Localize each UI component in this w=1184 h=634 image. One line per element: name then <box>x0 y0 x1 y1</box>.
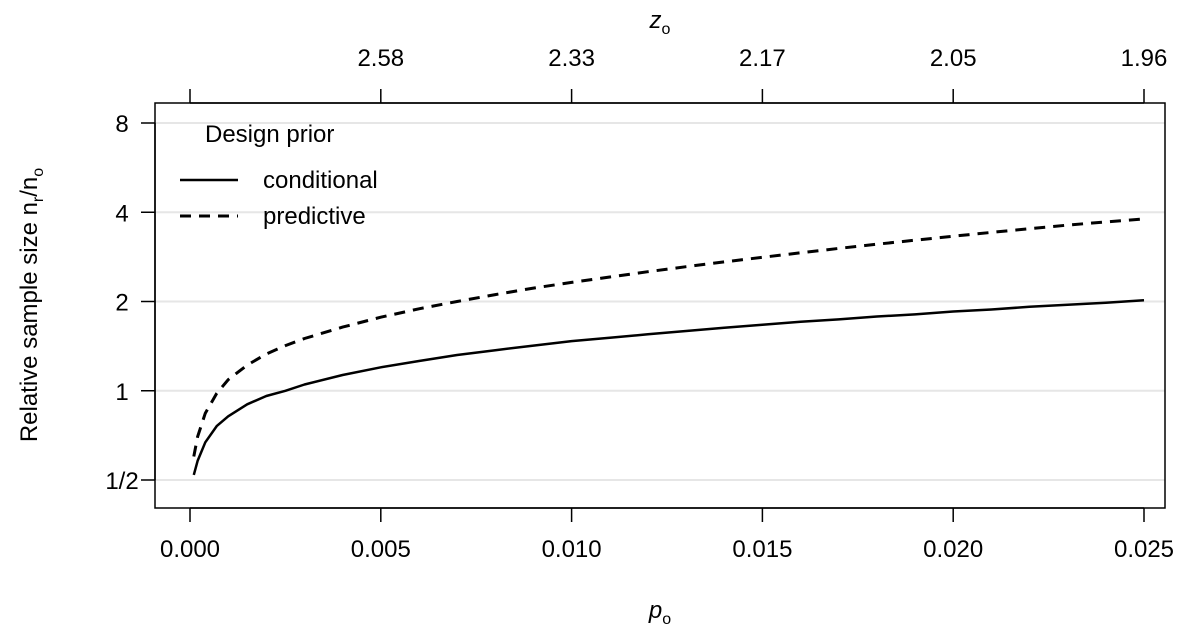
x-axis-title: po <box>648 597 671 628</box>
x2-tick-label-3: 2.17 <box>739 45 786 72</box>
x2-axis-title: zo <box>649 7 671 38</box>
x-tick-label-4: 0.020 <box>923 536 983 563</box>
x-tick-label-3: 0.015 <box>732 536 792 563</box>
x2-tick-label-5: 1.96 <box>1121 45 1168 72</box>
legend: Design prior conditional predictive <box>180 121 378 230</box>
series-line-predictive <box>192 217 1145 457</box>
y-tick-label-3: 4 <box>115 200 128 227</box>
legend-label-predictive: predictive <box>263 203 366 230</box>
left-axis: 1/2 1 2 4 8 <box>105 111 156 495</box>
y-tick-label-4: 8 <box>115 111 128 138</box>
legend-label-conditional: conditional <box>263 167 378 194</box>
x2-tick-label-4: 2.05 <box>930 45 977 72</box>
x2-tick-label-2: 2.33 <box>548 45 595 72</box>
bottom-axis: 0.000 0.005 0.010 0.015 0.020 0.025 <box>160 507 1174 563</box>
top-axis: 2.58 2.33 2.17 2.05 1.96 <box>189 45 1168 104</box>
series-line-conditional <box>192 298 1145 476</box>
x-tick-label-0: 0.000 <box>160 536 220 563</box>
x-tick-label-1: 0.005 <box>351 536 411 563</box>
y-axis-title: Relative sample size nr/no <box>16 168 47 442</box>
grid-lines <box>155 122 1165 481</box>
series-lines <box>192 217 1145 476</box>
y-tick-label-1: 1 <box>115 379 128 406</box>
plot-frame <box>154 102 1166 509</box>
x-tick-label-2: 0.010 <box>542 536 602 563</box>
y-tick-label-2: 2 <box>115 290 128 317</box>
x2-tick-label-1: 2.58 <box>357 45 404 72</box>
x-tick-label-5: 0.025 <box>1114 536 1174 563</box>
y-tick-label-0: 1/2 <box>105 468 138 495</box>
legend-title: Design prior <box>205 121 334 148</box>
